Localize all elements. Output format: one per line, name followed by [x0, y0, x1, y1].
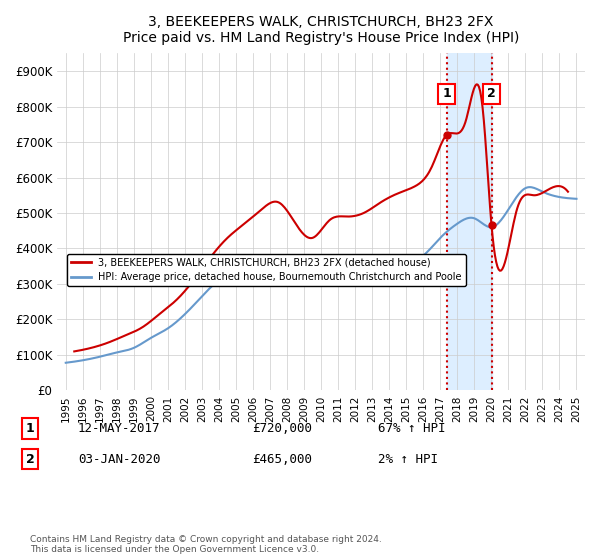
Text: £720,000: £720,000	[252, 422, 312, 435]
Text: £465,000: £465,000	[252, 452, 312, 466]
Text: 2% ↑ HPI: 2% ↑ HPI	[378, 452, 438, 466]
Text: 03-JAN-2020: 03-JAN-2020	[78, 452, 161, 466]
Text: Contains HM Land Registry data © Crown copyright and database right 2024.
This d: Contains HM Land Registry data © Crown c…	[30, 535, 382, 554]
Text: 12-MAY-2017: 12-MAY-2017	[78, 422, 161, 435]
Text: 67% ↑ HPI: 67% ↑ HPI	[378, 422, 445, 435]
Title: 3, BEEKEEPERS WALK, CHRISTCHURCH, BH23 2FX
Price paid vs. HM Land Registry's Hou: 3, BEEKEEPERS WALK, CHRISTCHURCH, BH23 2…	[123, 15, 520, 45]
Text: 2: 2	[487, 87, 496, 100]
Text: 1: 1	[442, 87, 451, 100]
Text: 2: 2	[26, 452, 34, 466]
Text: 1: 1	[26, 422, 34, 435]
Legend: 3, BEEKEEPERS WALK, CHRISTCHURCH, BH23 2FX (detached house), HPI: Average price,: 3, BEEKEEPERS WALK, CHRISTCHURCH, BH23 2…	[67, 254, 466, 286]
Bar	[446, 53, 491, 390]
